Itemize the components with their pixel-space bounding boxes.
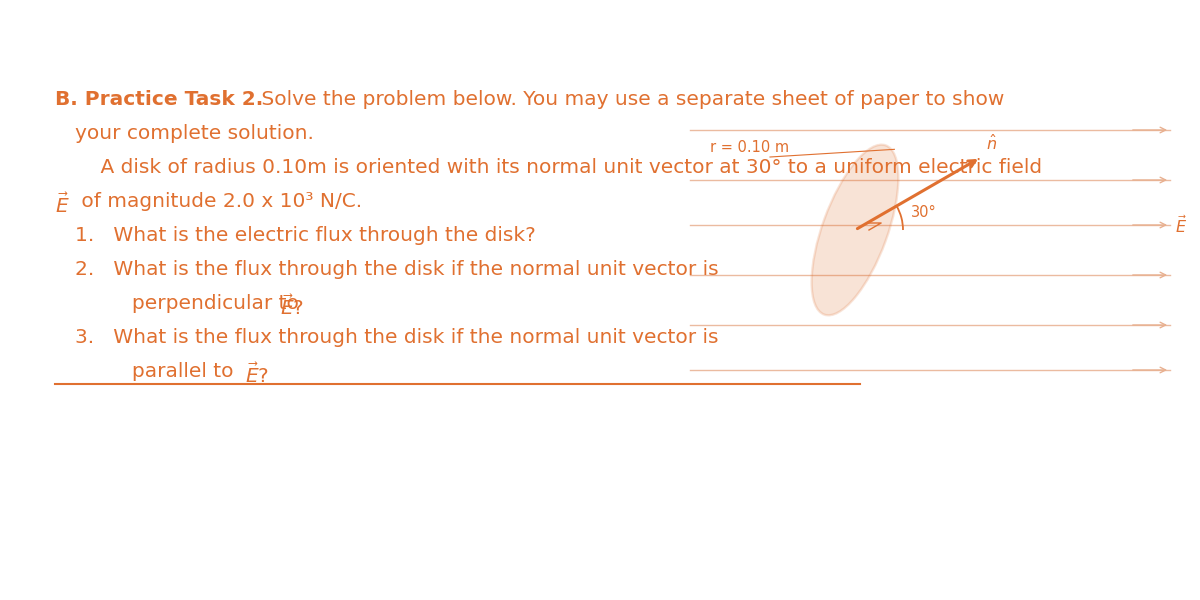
Text: B. Practice Task 2.: B. Practice Task 2. [55,90,263,109]
Text: perpendicular to: perpendicular to [100,294,305,313]
Text: $\vec{E}$: $\vec{E}$ [55,192,70,217]
Ellipse shape [811,145,899,315]
Text: r = 0.10 m: r = 0.10 m [710,140,790,155]
Text: your complete solution.: your complete solution. [74,124,314,143]
Text: 3.   What is the flux through the disk if the normal unit vector is: 3. What is the flux through the disk if … [74,328,719,347]
Text: $\vec{E}$?: $\vec{E}$? [245,362,269,386]
Text: $\vec{E}$?: $\vec{E}$? [280,294,304,319]
Text: 1.   What is the electric flux through the disk?: 1. What is the electric flux through the… [74,226,535,245]
Text: parallel to: parallel to [100,362,240,381]
Text: Solve the problem below. You may use a separate sheet of paper to show: Solve the problem below. You may use a s… [256,90,1004,109]
Text: $\hat{n}$: $\hat{n}$ [985,133,997,152]
Ellipse shape [811,145,899,315]
Text: $\vec{E}$: $\vec{E}$ [1175,214,1187,236]
Text: 2.   What is the flux through the disk if the normal unit vector is: 2. What is the flux through the disk if … [74,260,719,279]
Text: 30°: 30° [911,205,937,220]
Text: of magnitude 2.0 x 10³ N/C.: of magnitude 2.0 x 10³ N/C. [74,192,362,211]
Text: A disk of radius 0.10m is oriented with its normal unit vector at 30° to a unifo: A disk of radius 0.10m is oriented with … [74,158,1042,177]
